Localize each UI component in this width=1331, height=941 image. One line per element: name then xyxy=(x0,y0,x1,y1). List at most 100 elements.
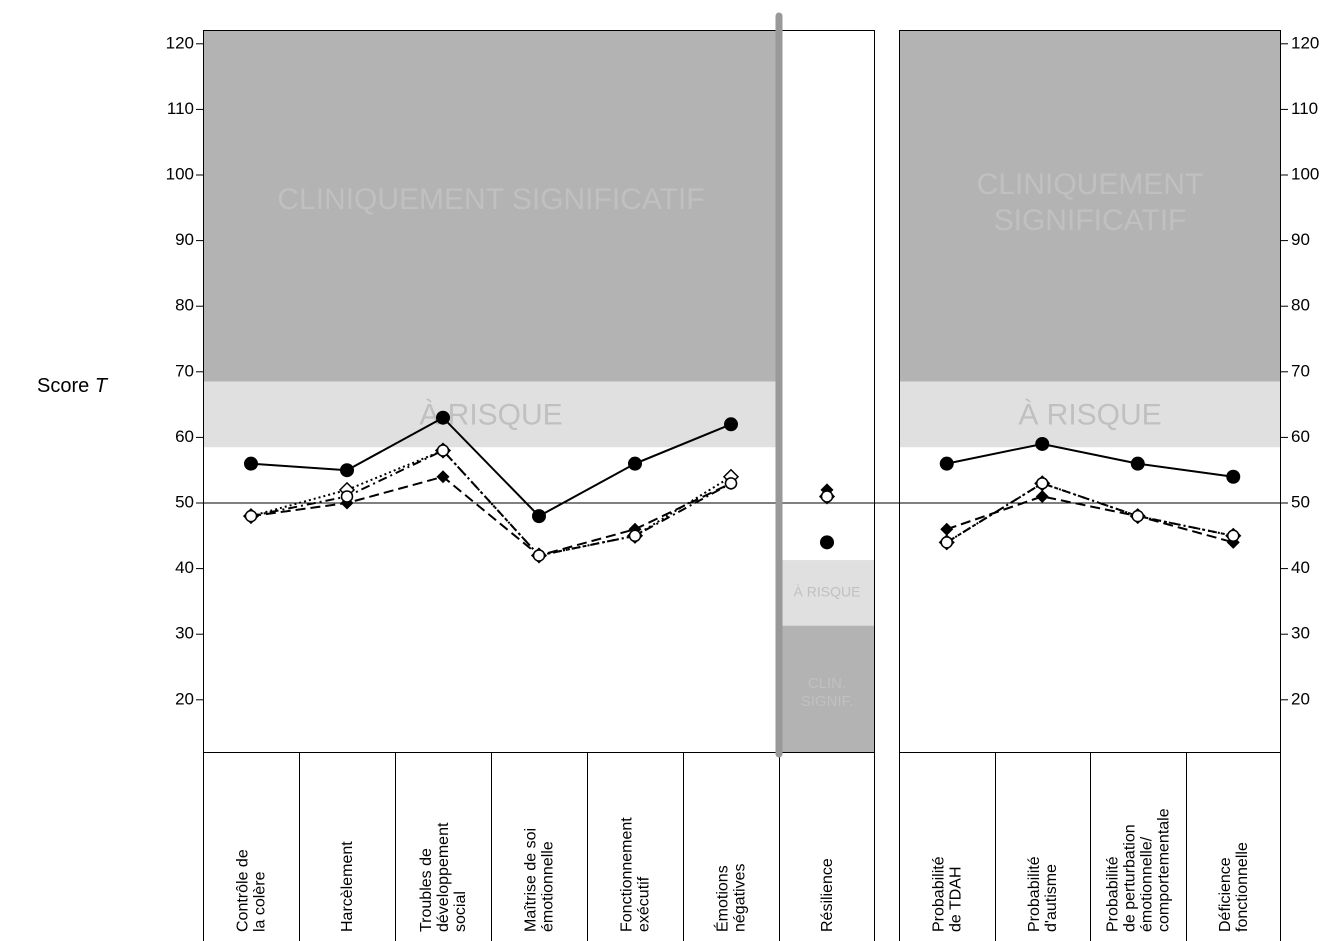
left-series-2-line xyxy=(250,475,732,557)
y-axis-title-italic: T xyxy=(95,375,109,397)
category-label-layer: Contrôle de la colère Harcèlement Troubles … xyxy=(235,808,1251,932)
resilience-at-risk-zone xyxy=(779,560,875,626)
right-series-4-point xyxy=(1131,509,1144,523)
left-series-2-point xyxy=(436,470,450,484)
left-clinical-zone xyxy=(203,30,779,382)
left-series-1-point xyxy=(436,410,450,425)
right-y-tick-label: 60 xyxy=(1291,427,1310,446)
left-series-4-point xyxy=(532,549,546,562)
right-category-label-3-line-1: Probabilité xyxy=(1104,856,1121,932)
right-y-tick-label: 110 xyxy=(1291,99,1318,118)
right-frame xyxy=(899,30,1281,941)
right-category-label-3-line-4: comportementale xyxy=(1155,808,1172,932)
right-clinical-label-line-2: SIGNIFICATIF xyxy=(994,204,1187,237)
left-category-label-3-line-2: développement xyxy=(435,822,452,932)
right-y-tick-label: 30 xyxy=(1291,624,1310,643)
right-series-2-point xyxy=(940,522,954,536)
right-y-tick-label: 90 xyxy=(1291,230,1310,249)
right-category-label-1-line-1: Probabilité xyxy=(930,856,947,932)
left-category-label-4-line-1: Maîtrise de soi xyxy=(523,828,540,932)
left-frame xyxy=(203,30,875,941)
right-category-label-2-line-1: Probabilité xyxy=(1026,856,1043,932)
left-category-label-3-line-3: social xyxy=(452,891,469,932)
right-category-label-3-line-2: de perturbation xyxy=(1121,824,1138,932)
right-series-2-point xyxy=(1035,489,1049,503)
right-at-risk-label: À RISQUE xyxy=(1018,398,1161,431)
right-category-label-1-line-2: de TDAH xyxy=(947,866,964,932)
left-series-1-point xyxy=(532,509,546,524)
resilience-category-label-1-line-1: Résilience xyxy=(819,858,836,932)
y-axis-title: Score T xyxy=(37,375,109,397)
left-y-tick-label: 100 xyxy=(166,164,194,183)
resilience-clinical-label-line-1: CLIN. xyxy=(808,675,846,692)
right-category-label-3-line-3: émotionnelle/ xyxy=(1138,836,1155,932)
right-series-1-point xyxy=(939,456,954,471)
left-series-1-line xyxy=(250,416,732,518)
left-category-label-4-line-2: émotionnelle xyxy=(540,841,557,932)
right-category-label-2-line-2: d'autisme xyxy=(1043,864,1060,932)
right-series-1-point xyxy=(1035,436,1050,451)
right-at-risk-zone xyxy=(899,381,1281,448)
left-clinical-label: CLINIQUEMENT SIGNIFICATIF xyxy=(277,183,704,216)
right-y-tick-label: 80 xyxy=(1291,296,1310,315)
resilience-series-4-point xyxy=(820,490,834,503)
right-series-4-line xyxy=(946,482,1234,544)
left-series-4-point xyxy=(244,509,258,523)
right-series-1-point xyxy=(1226,469,1241,484)
left-y-tick-label: 110 xyxy=(167,99,194,118)
right-clinical-label-line-1: CLINIQUEMENT xyxy=(977,168,1204,201)
y-axis-title-word: Score xyxy=(37,375,95,397)
resilience-series-1-point xyxy=(820,535,834,550)
left-series-4-point xyxy=(628,529,642,543)
left-category-label-1-line-1: Contrôle de xyxy=(235,849,252,932)
right-y-tick-label: 100 xyxy=(1291,164,1319,183)
resilience-clinical-zone xyxy=(779,625,875,752)
right-category-label-4-line-1: Déficience xyxy=(1217,857,1234,932)
right-series-1-point xyxy=(1130,456,1145,471)
resilience-clinical-label-line-2: SIGNIF. xyxy=(801,693,854,710)
right-y-tick-label: 40 xyxy=(1291,558,1310,577)
right-y-tick-label: 120 xyxy=(1291,33,1319,52)
left-category-label-6-line-2: négatives xyxy=(732,864,749,933)
right-y-tick-label: 20 xyxy=(1291,689,1310,708)
left-y-tick-label: 120 xyxy=(166,33,194,52)
axes-layer: 20 20 30 30 40 40 50 50 60 60 70 70 80 80 90 90 100 100 11… xyxy=(37,33,1319,708)
left-series-4-point xyxy=(724,477,738,490)
right-series-4-point xyxy=(1227,529,1240,543)
frame-layer xyxy=(203,12,1281,941)
zone-layer: CLINIQUEMENT SIGNIFICATIF À RISQUE À RISQU… xyxy=(203,30,1281,752)
left-category-label-5-line-1: Fonctionnement xyxy=(619,817,636,932)
left-y-tick-label: 70 xyxy=(175,361,194,380)
left-y-tick-label: 60 xyxy=(175,427,194,446)
left-y-tick-label: 50 xyxy=(175,492,194,511)
left-y-tick-label: 80 xyxy=(175,296,194,315)
right-y-tick-label: 50 xyxy=(1291,492,1310,511)
right-series-4-point xyxy=(940,536,953,549)
right-clinical-zone xyxy=(899,30,1281,382)
left-series-4-point xyxy=(436,444,450,457)
left-series-1-point xyxy=(724,417,738,432)
left-category-label-2-line-1: Harcèlement xyxy=(339,841,356,932)
left-at-risk-zone xyxy=(203,381,779,448)
left-series-1-point xyxy=(340,463,354,478)
left-y-tick-label: 20 xyxy=(175,689,194,708)
left-y-tick-label: 90 xyxy=(175,230,194,249)
right-series-3-line xyxy=(946,482,1234,544)
left-series-1-point xyxy=(628,456,642,471)
right-series-1-line xyxy=(946,442,1234,478)
left-y-tick-label: 40 xyxy=(175,558,194,577)
left-category-label-5-line-2: exécutif xyxy=(636,876,653,932)
left-series-4-line xyxy=(250,449,732,557)
left-series-1-point xyxy=(244,456,258,471)
left-y-tick-label: 30 xyxy=(175,624,194,643)
right-category-label-4-line-2: fonctionnelle xyxy=(1234,842,1251,932)
left-series-4-point xyxy=(340,490,354,503)
right-series-4-point xyxy=(1036,477,1049,490)
right-y-tick-label: 70 xyxy=(1291,361,1310,380)
resilience-at-risk-label: À RISQUE xyxy=(794,584,861,600)
series-layer xyxy=(242,410,1242,564)
left-category-label-1-line-2: la colère xyxy=(252,871,269,932)
left-category-label-6-line-1: Émotions xyxy=(713,865,732,932)
left-category-label-3-line-1: Troubles de xyxy=(418,848,435,932)
